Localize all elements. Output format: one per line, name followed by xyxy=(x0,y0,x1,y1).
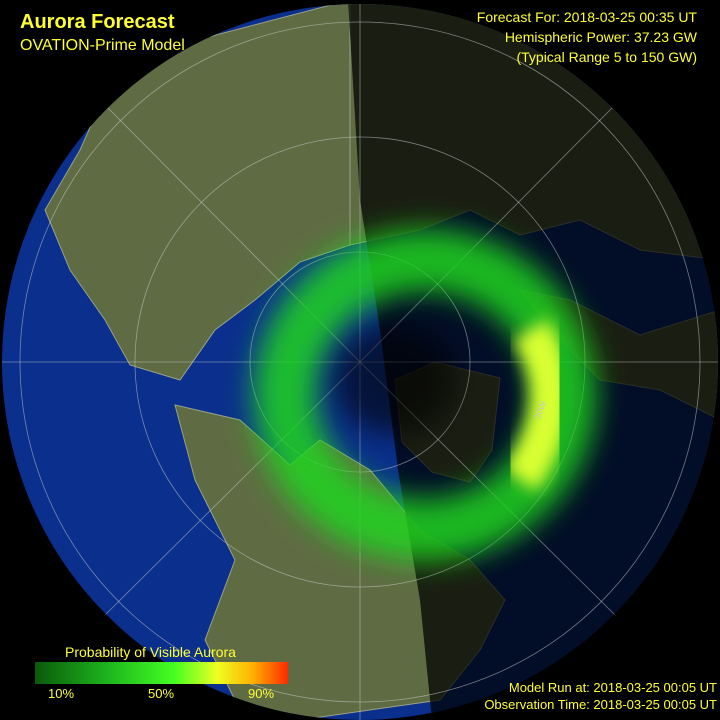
hemispheric-power: Hemispheric Power: 37.23 GW xyxy=(505,29,698,45)
legend-title: Probability of Visible Aurora xyxy=(65,644,236,660)
subtitle: OVATION-Prime Model xyxy=(20,37,185,54)
model-run: Model Run at: 2018-03-25 00:05 UT xyxy=(509,680,717,695)
title: Aurora Forecast xyxy=(20,11,175,33)
color-scale xyxy=(35,662,288,684)
legend-label: 50% xyxy=(148,686,174,701)
forecast-for: Forecast For: 2018-03-25 00:35 UT xyxy=(477,9,698,25)
legend-label: 90% xyxy=(248,686,274,701)
legend-label: 10% xyxy=(48,686,74,701)
aurora-oval xyxy=(254,229,596,561)
observation-time: Observation Time: 2018-03-25 00:05 UT xyxy=(484,697,717,712)
typical-range: (Typical Range 5 to 150 GW) xyxy=(516,49,697,65)
